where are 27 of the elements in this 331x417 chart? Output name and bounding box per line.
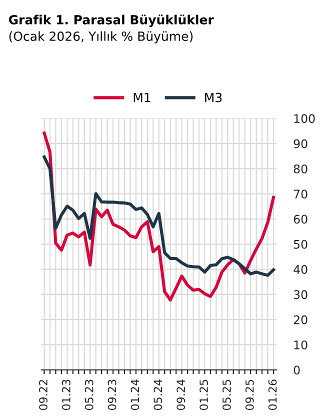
x-tick-label: 01.23 [62, 380, 70, 410]
y-tick-label: 10 [294, 340, 308, 350]
x-tick-label: 05.23 [84, 380, 94, 410]
x-tick-label: 01.24 [130, 380, 140, 410]
y-tick-label: 60 [294, 214, 308, 224]
x-tick-label: 09.25 [245, 380, 254, 410]
y-tick-label: 50 [294, 240, 308, 249]
x-tick-label: 09.22 [39, 380, 48, 410]
y-tick-label: 100 [294, 114, 315, 124]
legend-label: M1 [134, 92, 150, 102]
chart-title: Grafik 1. Parasal Büyüklükler [8, 14, 214, 27]
x-tick-label: 09.24 [176, 380, 186, 410]
y-tick-label: 30 [294, 290, 308, 300]
x-tick-label: 05.24 [154, 380, 162, 410]
y-tick-label: 20 [294, 315, 308, 324]
y-tick-label: 90 [294, 139, 308, 148]
y-tick-label: 40 [294, 265, 308, 274]
x-tick-label: 01.25 [200, 380, 208, 410]
y-tick-label: 80 [294, 164, 308, 174]
y-tick-label: 0 [294, 366, 300, 375]
x-tick-label: 01.26 [268, 380, 277, 410]
chart-subtitle: (Ocak 2026, Yıllık % Büyüme) [9, 31, 193, 44]
x-tick-label: 05.25 [222, 380, 231, 410]
line-series [42, 155, 276, 277]
y-tick-label: 70 [294, 190, 308, 199]
x-tick-label: 09.23 [108, 380, 116, 410]
legend-label: M3 [205, 92, 222, 102]
